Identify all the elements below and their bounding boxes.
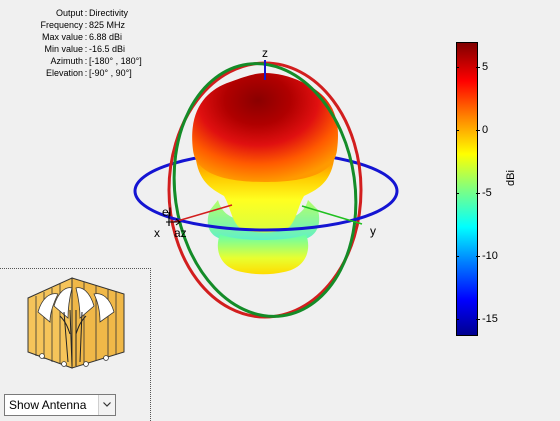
z-axis-label: z	[262, 46, 268, 60]
pattern-main-lobe	[192, 73, 339, 182]
info-key: Elevation	[45, 68, 83, 78]
pattern-bottom-lobe	[217, 234, 309, 275]
info-value: 825 MHz	[89, 20, 126, 30]
dropdown-toggle[interactable]	[98, 395, 115, 415]
colorbar-tick-label: -10	[482, 250, 498, 262]
info-row: Min value: -16.5 dBi	[0, 43, 160, 55]
y-axis	[301, 205, 363, 225]
colorbar-tick-label: -5	[482, 187, 492, 199]
info-value: 6.88 dBi	[89, 32, 123, 42]
info-row: Azimuth: [-180° , 180°]	[0, 55, 160, 67]
elevation-label: el	[162, 205, 171, 219]
colorbar-title: dBi	[505, 170, 517, 186]
chevron-down-icon	[103, 402, 111, 407]
x-axis	[173, 204, 233, 223]
info-key: Max value	[41, 32, 83, 42]
info-row: Frequency:825 MHz	[0, 19, 160, 31]
info-row: Max value:6.88 dBi	[0, 31, 160, 43]
azimuth-arrow	[166, 218, 181, 226]
antenna-structure	[27, 277, 125, 369]
info-key: Min value	[44, 44, 83, 54]
colorbar-tick-label: 0	[482, 124, 489, 136]
dropdown-value: Show Antenna	[9, 398, 87, 412]
y-axis-label: y	[370, 224, 376, 238]
info-row: Output: Directivity	[0, 7, 160, 19]
pattern-info: Output: Directivity Frequency:825 MHz Max…	[0, 7, 160, 79]
info-row: Elevation: [-90° , 90°]	[0, 67, 160, 79]
info-key: Frequency	[40, 20, 83, 30]
azimuth-ring-front	[133, 190, 399, 232]
info-value: -16.5 dBi	[89, 44, 126, 54]
colorbar	[456, 42, 478, 336]
show-antenna-dropdown[interactable]: Show Antenna	[4, 394, 116, 416]
colorbar-tick-label: -15	[482, 313, 498, 325]
antenna-geometry-thumbnail[interactable]	[24, 272, 128, 376]
elevation-ring-green	[172, 62, 358, 318]
x-axis-label: x	[154, 226, 160, 240]
antenna-panel	[0, 268, 151, 421]
azimuth-label: az	[174, 226, 187, 240]
colorbar-tick-label: 5	[482, 61, 489, 73]
info-key: Output	[55, 8, 83, 18]
info-value: Directivity	[89, 8, 129, 18]
info-value: [-90° , 90°]	[89, 68, 132, 78]
info-key: Azimuth	[50, 56, 83, 66]
info-value: [-180° , 180°]	[89, 56, 142, 66]
radiation-pattern-3d[interactable]: z x y el az	[0, 0, 450, 330]
